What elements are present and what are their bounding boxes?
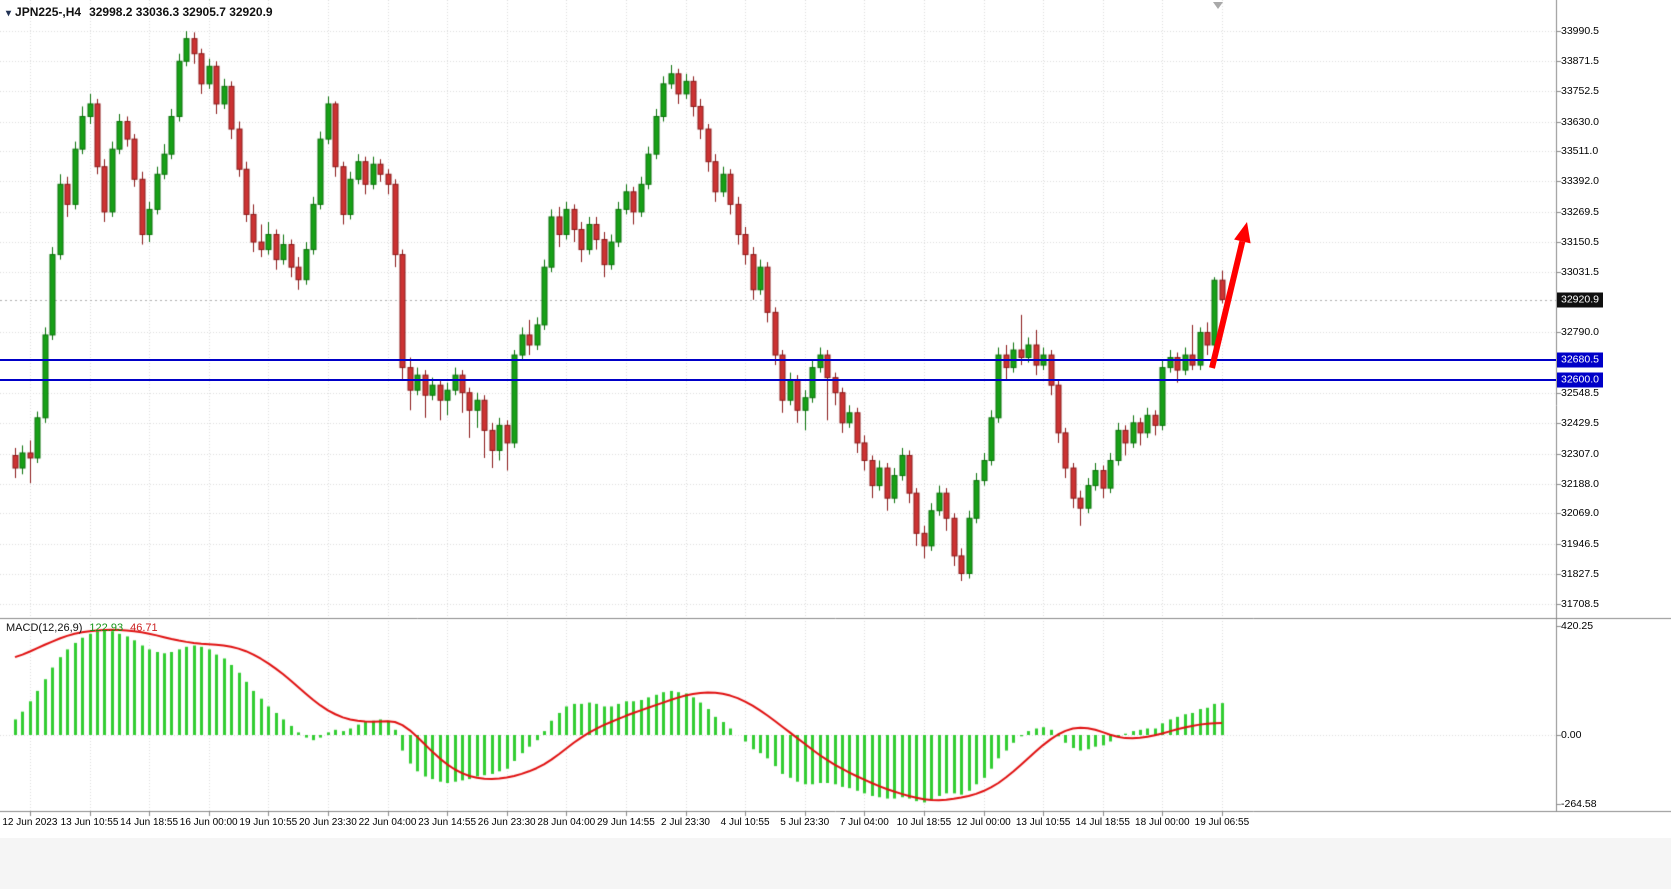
time-axis-label: 19 Jul 06:55 [1194,817,1250,828]
macd-indicator-label: MACD(12,26,9) 122.93 46.71 [6,622,158,634]
time-axis-label: 16 Jun 00:00 [179,817,238,828]
time-axis-label: 4 Jul 10:55 [720,817,770,828]
chart-shift-marker[interactable] [1213,2,1223,9]
price-axis-label: 33752.5 [1561,84,1599,97]
symbol-timeframe-label: JPN225-,H4 [15,5,82,19]
price-axis-label: 33031.5 [1561,265,1599,278]
time-axis-label: 14 Jun 18:55 [120,817,179,828]
time-axis-label: 14 Jul 18:55 [1075,817,1130,828]
price-axis-label: 32069.0 [1561,507,1599,520]
price-axis-label: 33392.0 [1561,175,1599,188]
price-axis-label: 33871.5 [1561,54,1599,67]
macd-title: MACD(12,26,9) [6,622,83,634]
time-axis-label: 12 Jul 00:00 [956,817,1011,828]
time-axis-label: 13 Jul 10:55 [1015,817,1071,828]
price-axis-label: 32548.5 [1561,387,1599,400]
price-axis-label: 31708.5 [1561,598,1599,610]
time-axis-label: 23 Jun 14:55 [418,817,477,828]
macd-axis-label: 420.25 [1561,619,1594,632]
hline-price-tag: 32680.5 [1557,352,1603,368]
horizontal-line-32600.0[interactable] [0,379,1556,382]
time-axis-label: 12 Jun 2023 [2,817,58,828]
time-axis-label: 13 Jun 10:55 [60,817,119,828]
macd-signal-value: 46.71 [130,622,158,634]
time-axis-label: 19 Jun 10:55 [239,817,298,828]
ohlc-readout: 32998.2 33036.3 32905.7 32920.9 [89,5,273,19]
price-axis-label: 32429.5 [1561,416,1599,429]
price-axis-label: 32188.0 [1561,477,1599,490]
price-axis-label: 33990.5 [1561,25,1599,37]
horizontal-line-32680.5[interactable] [0,358,1556,361]
macd-value: 122.93 [89,622,124,634]
time-axis-label: 26 Jun 23:30 [477,817,536,828]
price-axis-label: 33269.5 [1561,206,1599,219]
price-axis-label: 33630.0 [1561,115,1599,128]
price-axis-label: 33150.5 [1561,235,1599,248]
time-axis-label: 7 Jul 04:00 [839,817,889,828]
price-axis-label: 31946.5 [1561,538,1599,551]
symbol-icon: ▾ [6,8,12,19]
chart-title: ▾ JPN225-,H4 32998.2 33036.3 32905.7 32920… [6,5,273,19]
time-axis-label: 5 Jul 23:30 [780,817,830,828]
time-axis-label: 20 Jun 23:30 [298,817,357,828]
price-axis-label: 32790.0 [1561,326,1599,339]
price-axis-label: 32307.0 [1561,447,1599,460]
time-axis-label: 29 Jun 14:55 [596,817,655,828]
time-axis-label: 2 Jul 23:30 [661,817,710,828]
hline-price-tag: 32600.0 [1557,372,1603,388]
macd-axis-label: 0.00 [1561,729,1582,741]
time-axis-label: 10 Jul 18:55 [896,817,952,828]
time-axis-label: 18 Jul 00:00 [1135,817,1190,828]
time-axis-label: 22 Jun 04:00 [358,817,417,828]
price-axis-label: 31827.5 [1561,568,1599,581]
window-bottom-area [0,838,1671,889]
current-price-tag: 32920.9 [1557,292,1603,308]
macd-axis-label: -264.58 [1561,797,1597,810]
time-axis-label: 28 Jun 04:00 [537,817,596,828]
price-axis-label: 33511.0 [1561,145,1599,158]
